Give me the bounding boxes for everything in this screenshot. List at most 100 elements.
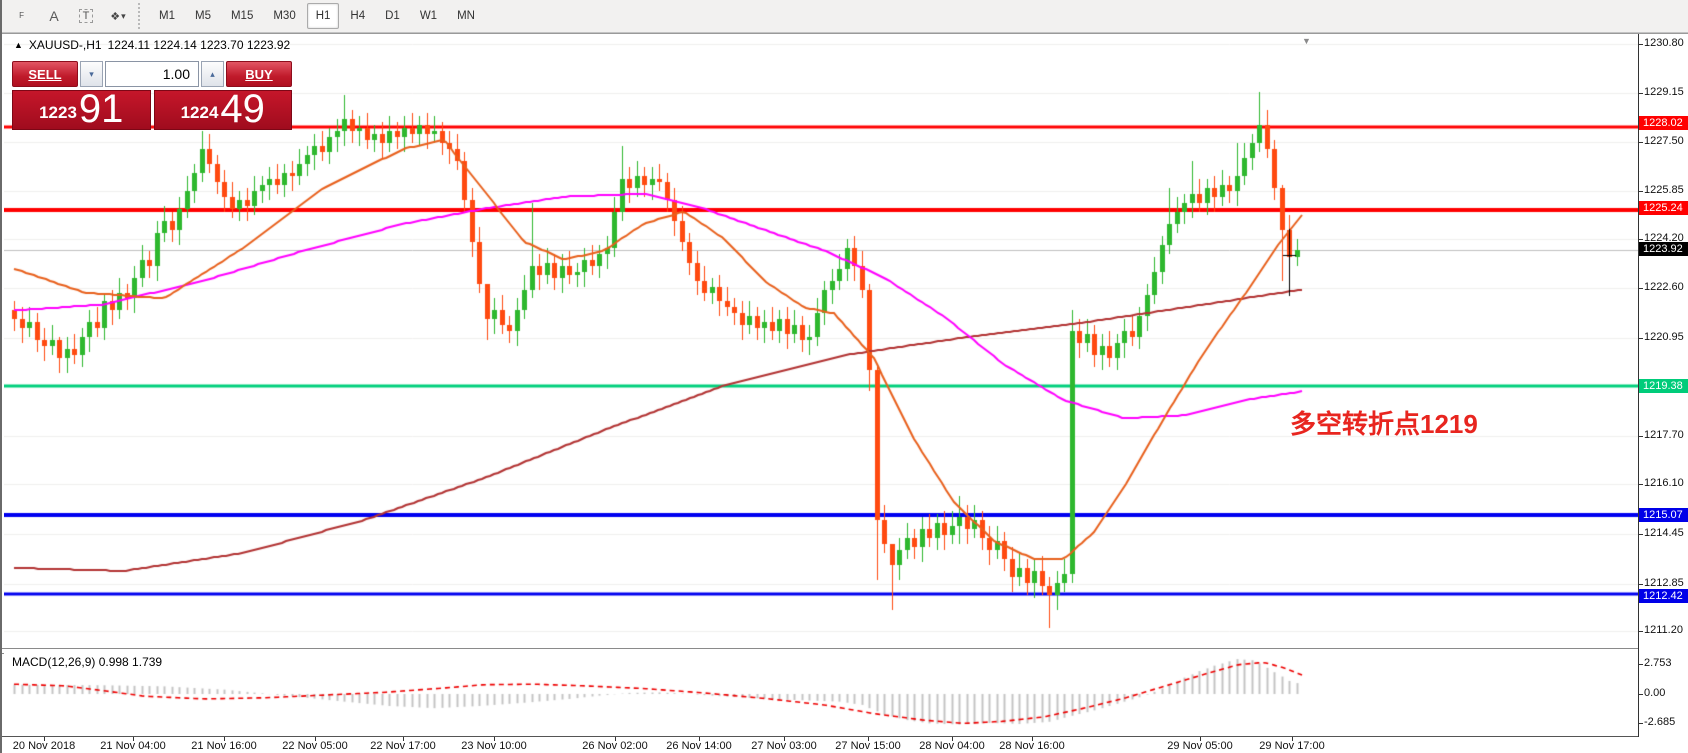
time-tick-label: 22 Nov 17:00 xyxy=(370,740,436,752)
time-tick-mark xyxy=(952,737,953,741)
time-tick-label: 28 Nov 16:00 xyxy=(999,740,1065,752)
fibonacci-tool-button[interactable]: F xyxy=(8,3,36,29)
price-level-label: 1228.02 xyxy=(1639,116,1688,130)
axis-tick-mark xyxy=(1639,436,1643,437)
price-tick-label: 1216.10 xyxy=(1644,477,1684,489)
chart-shift-marker-icon[interactable]: ▼ xyxy=(1302,36,1311,46)
time-tick-label: 27 Nov 03:00 xyxy=(751,740,817,752)
timeframe-button-mn[interactable]: MN xyxy=(457,10,475,22)
price-tick-label: 1222.60 xyxy=(1644,281,1684,293)
axis-tick-mark xyxy=(1639,664,1643,665)
time-tick-label: 29 Nov 17:00 xyxy=(1259,740,1325,752)
time-tick-label: 23 Nov 10:00 xyxy=(461,740,527,752)
axis-tick-mark xyxy=(1639,694,1643,695)
time-tick-mark xyxy=(403,737,404,741)
text-label-tool-button[interactable]: T xyxy=(72,3,100,29)
time-tick-label: 28 Nov 04:00 xyxy=(919,740,985,752)
axis-tick-mark xyxy=(1639,288,1643,289)
price-tick-label: 1224.20 xyxy=(1644,232,1684,244)
collapse-panel-icon[interactable]: ▲ xyxy=(14,40,23,50)
time-tick-mark xyxy=(1292,737,1293,741)
toolbar: F A T ❖ ▾ M1 M5 M15 M30 H1 H4 D1 W1 MN xyxy=(2,0,1688,33)
price-axis[interactable]: 1230.80 1229.15 1227.50 1225.85 1224.20 1222.… xyxy=(1638,34,1688,737)
time-tick-mark xyxy=(699,737,700,741)
sell-price-decimals: 91 xyxy=(78,87,124,131)
time-tick-label: 21 Nov 04:00 xyxy=(100,740,166,752)
timeframe-button-d1[interactable]: D1 xyxy=(385,10,400,22)
price-tick-label: 0.00 xyxy=(1644,687,1666,699)
timeframe-group: M1 M5 M15 M30 H1 H4 D1 W1 MN xyxy=(149,3,485,29)
time-tick-label: 29 Nov 05:00 xyxy=(1167,740,1233,752)
volume-input[interactable]: 1.00 xyxy=(105,61,199,87)
price-tick-label: 2.753 xyxy=(1644,657,1672,669)
axis-tick-mark xyxy=(1639,484,1643,485)
time-tick-mark xyxy=(315,737,316,741)
fibonacci-f-glyph: F xyxy=(19,11,24,20)
volume-increase-button[interactable]: ▴ xyxy=(201,61,224,87)
axis-tick-mark xyxy=(1639,584,1643,585)
chart-header: ▲ XAUUSD-,H1 1224.11 1224.14 1223.70 122… xyxy=(14,38,290,52)
time-tick-mark xyxy=(868,737,869,741)
axis-tick-mark xyxy=(1639,631,1643,632)
price-tick-label: 1211.20 xyxy=(1644,624,1683,636)
time-tick-mark xyxy=(1200,737,1201,741)
sell-button[interactable]: SELL xyxy=(12,61,78,87)
macd-indicator-label: MACD(12,26,9) 0.998 1.739 xyxy=(12,655,163,669)
time-tick-label: 26 Nov 14:00 xyxy=(666,740,732,752)
chart-window: ▲ XAUUSD-,H1 1224.11 1224.14 1223.70 122… xyxy=(2,33,1688,753)
axis-tick-mark xyxy=(1639,142,1643,143)
arrows-tool-button[interactable]: ❖ ▾ xyxy=(104,3,132,29)
text-tool-button[interactable]: A xyxy=(40,3,68,29)
ohlc-values: 1224.11 1224.14 1223.70 1223.92 xyxy=(107,38,291,52)
time-tick-mark xyxy=(1032,737,1033,741)
price-level-label: 1212.42 xyxy=(1639,589,1688,603)
timeframe-button-m30[interactable]: M30 xyxy=(273,10,296,22)
price-tick-label: 1217.70 xyxy=(1644,429,1684,441)
price-tick-label: 1225.85 xyxy=(1644,184,1684,196)
time-tick-label: 21 Nov 16:00 xyxy=(191,740,257,752)
time-tick-label: 26 Nov 02:00 xyxy=(582,740,648,752)
axis-tick-mark xyxy=(1639,534,1643,535)
timeframe-button-h4[interactable]: H4 xyxy=(350,10,366,22)
price-tick-label: -2.685 xyxy=(1644,716,1676,728)
timeframe-button-m5[interactable]: M5 xyxy=(194,10,211,22)
buy-quote-box[interactable]: 1224 49 xyxy=(153,87,292,131)
symbol-title: XAUUSD-,H1 xyxy=(28,38,102,52)
buy-button[interactable]: BUY xyxy=(226,61,292,87)
time-tick-mark xyxy=(615,737,616,741)
price-tick-label: 1212.85 xyxy=(1644,577,1684,589)
axis-tick-mark xyxy=(1639,93,1643,94)
price-level-label: 1215.07 xyxy=(1639,508,1688,522)
time-tick-label: 27 Nov 15:00 xyxy=(835,740,901,752)
volume-decrease-button[interactable]: ▾ xyxy=(80,61,103,87)
axis-tick-mark xyxy=(1639,239,1643,240)
price-tick-label: 1220.95 xyxy=(1644,331,1684,343)
text-label-icon: T xyxy=(78,9,94,23)
macd-bottom-border xyxy=(2,736,1638,737)
time-tick-mark xyxy=(494,737,495,741)
timeframe-button-m15[interactable]: M15 xyxy=(230,10,254,22)
time-tick-label: 22 Nov 05:00 xyxy=(282,740,348,752)
buy-price-integer: 1224 xyxy=(180,103,219,122)
time-tick-mark xyxy=(224,737,225,741)
sell-quote-box[interactable]: 1223 91 xyxy=(12,87,151,131)
axis-tick-mark xyxy=(1639,338,1643,339)
time-axis[interactable]: 20 Nov 2018 21 Nov 04:00 21 Nov 16:00 22 No… xyxy=(4,737,1638,753)
text-a-icon: A xyxy=(49,8,59,24)
timeframe-button-h1[interactable]: H1 xyxy=(306,3,340,29)
arrows-icon: ❖ xyxy=(110,10,120,23)
price-tick-label: 1227.50 xyxy=(1644,135,1684,147)
sell-price-integer: 1223 xyxy=(39,103,77,122)
buy-price-decimals: 49 xyxy=(220,87,265,131)
time-tick-label: 20 Nov 2018 xyxy=(12,740,76,752)
price-tick-label: 1229.15 xyxy=(1644,86,1684,98)
axis-tick-mark xyxy=(1639,723,1643,724)
price-tick-label: 1230.80 xyxy=(1644,37,1684,49)
timeframe-button-m1[interactable]: M1 xyxy=(159,10,175,22)
macd-canvas[interactable] xyxy=(4,653,1638,736)
main-chart-canvas[interactable] xyxy=(4,34,1638,648)
chevron-down-icon: ▾ xyxy=(121,10,126,21)
time-tick-mark xyxy=(784,737,785,741)
timeframe-button-w1[interactable]: W1 xyxy=(419,10,438,22)
